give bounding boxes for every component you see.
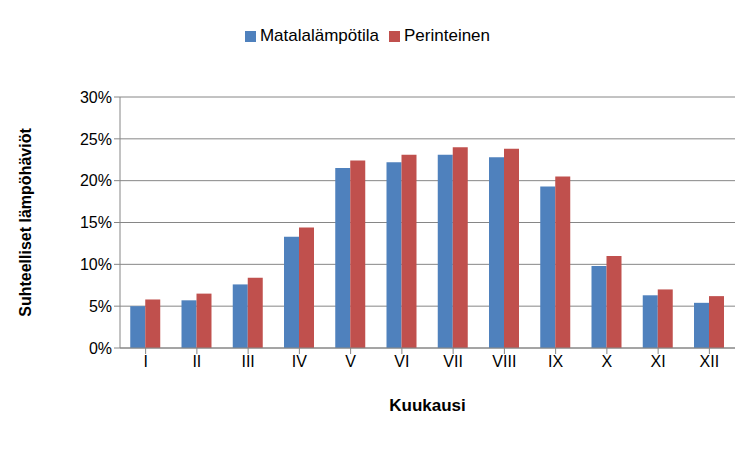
svg-text:Suhteelliset lämpöhäviöt: Suhteelliset lämpöhäviöt xyxy=(17,128,34,317)
svg-text:15%: 15% xyxy=(80,214,112,231)
svg-text:Kuukausi: Kuukausi xyxy=(389,396,466,415)
svg-text:5%: 5% xyxy=(89,298,112,315)
svg-text:VIII: VIII xyxy=(492,353,516,370)
svg-text:V: V xyxy=(345,353,356,370)
svg-text:III: III xyxy=(241,353,254,370)
svg-text:25%: 25% xyxy=(80,131,112,148)
svg-text:0%: 0% xyxy=(89,340,112,357)
html-text:Perinteinen: Perinteinen xyxy=(404,26,490,45)
svg-text:30%: 30% xyxy=(80,89,112,106)
svg-text:X: X xyxy=(602,353,613,370)
svg-text:10%: 10% xyxy=(80,256,112,273)
svg-text:XI: XI xyxy=(651,353,666,370)
svg-text:I: I xyxy=(143,353,147,370)
svg-text:II: II xyxy=(192,353,201,370)
html-text:Matalalämpötila: Matalalämpötila xyxy=(260,26,379,45)
svg-text:20%: 20% xyxy=(80,172,112,189)
svg-text:VI: VI xyxy=(394,353,409,370)
svg-text:IV: IV xyxy=(292,353,307,370)
svg-text:IX: IX xyxy=(548,353,563,370)
svg-text:XII: XII xyxy=(700,353,720,370)
svg-text:VII: VII xyxy=(443,353,463,370)
